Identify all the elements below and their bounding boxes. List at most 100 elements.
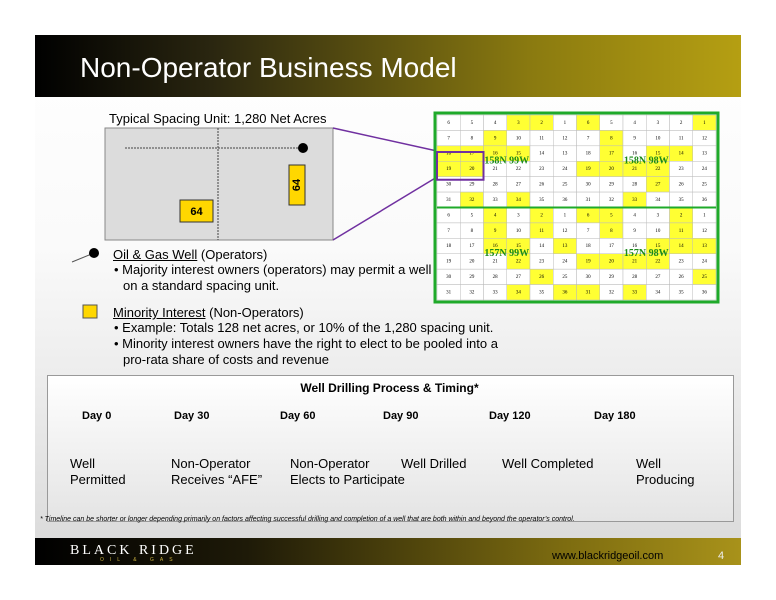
day-label: Day 180	[594, 410, 636, 422]
section-number: 3	[517, 213, 520, 218]
zoom-line	[332, 127, 438, 152]
section-number: 14	[539, 244, 545, 249]
section-number: 20	[469, 260, 475, 265]
section-number: 7	[587, 229, 590, 234]
section-number: 23	[679, 167, 685, 172]
stage-label: Well Completed	[502, 456, 594, 471]
section-cell	[692, 284, 717, 301]
section-number: 33	[632, 290, 638, 295]
section-number: 12	[562, 229, 568, 234]
section-number: 36	[562, 198, 568, 203]
township-label: 158N 98W	[624, 156, 669, 167]
legend-operators: Oil & Gas Well (Operators) Majority inte…	[113, 247, 433, 294]
stage-label: Well Drilled	[401, 456, 467, 471]
section-number: 22	[655, 260, 661, 265]
section-number: 21	[493, 167, 499, 172]
section-number: 6	[587, 213, 590, 218]
zoom-line	[332, 176, 438, 241]
section-number: 26	[539, 275, 545, 280]
bullet: Majority interest owners (operators) may…	[113, 262, 433, 294]
section-number: 28	[493, 275, 499, 280]
section-number: 17	[469, 244, 475, 249]
timeline-box	[47, 375, 734, 522]
minority-icon	[82, 304, 98, 319]
section-number: 16	[493, 152, 499, 157]
section-number: 7	[587, 136, 590, 141]
section-number: 6	[447, 213, 450, 218]
section-number: 14	[539, 152, 545, 157]
section-number: 25	[562, 275, 568, 280]
section-number: 30	[446, 275, 452, 280]
section-number: 2	[540, 121, 543, 126]
section-number: 4	[494, 213, 497, 218]
section-number: 36	[702, 290, 708, 295]
section-number: 5	[610, 121, 613, 126]
spacing-caption: Typical Spacing Unit: 1,280 Net Acres	[109, 111, 327, 126]
section-number: 8	[610, 136, 613, 141]
section-number: 31	[446, 290, 452, 295]
section-number: 27	[516, 275, 522, 280]
section-number: 16	[632, 244, 638, 249]
section-number: 8	[610, 229, 613, 234]
section-number: 1	[703, 121, 706, 126]
section-number: 31	[446, 198, 452, 203]
section-number: 22	[655, 167, 661, 172]
section-number: 27	[655, 275, 661, 280]
section-number: 14	[679, 152, 685, 157]
section-number: 11	[539, 229, 544, 234]
section-number: 35	[539, 198, 545, 203]
section-number: 24	[702, 260, 708, 265]
section-number: 21	[632, 260, 638, 265]
well-dot	[298, 143, 308, 153]
section-number: 10	[655, 229, 661, 234]
footnote: * Timeline can be shorter or longer depe…	[40, 516, 575, 523]
section-number: 33	[493, 198, 499, 203]
section-number: 1	[564, 213, 567, 218]
section-number: 19	[586, 167, 592, 172]
section-number: 31	[586, 198, 592, 203]
township-label: 157N 99W	[484, 248, 529, 259]
section-number: 29	[469, 275, 475, 280]
section-number: 24	[562, 260, 568, 265]
section-number: 35	[539, 290, 545, 295]
section-number: 10	[655, 136, 661, 141]
section-number: 32	[609, 290, 615, 295]
section-number: 25	[562, 183, 568, 188]
section-number: 15	[655, 152, 661, 157]
section-number: 17	[609, 244, 615, 249]
section-number: 7	[447, 229, 450, 234]
section-number: 9	[633, 136, 636, 141]
section-number: 32	[469, 198, 475, 203]
section-number: 18	[586, 244, 592, 249]
section-number: 14	[679, 244, 685, 249]
section-number: 34	[516, 290, 522, 295]
section-number: 2	[680, 213, 683, 218]
section-number: 13	[702, 244, 708, 249]
well-icon	[89, 248, 99, 258]
url: www.blackridgeoil.com	[552, 550, 664, 562]
section-number: 23	[679, 260, 685, 265]
section-number: 17	[469, 152, 475, 157]
section-number: 13	[562, 244, 568, 249]
section-number: 36	[562, 290, 568, 295]
section-number: 9	[633, 229, 636, 234]
section-number: 11	[539, 136, 544, 141]
section-number: 3	[657, 213, 660, 218]
brand: BLACK RIDGE	[70, 543, 197, 558]
section-number: 24	[702, 167, 708, 172]
section-number: 29	[469, 183, 475, 188]
section-number: 32	[469, 290, 475, 295]
section-number: 29	[609, 275, 615, 280]
section-number: 29	[609, 183, 615, 188]
section-number: 30	[446, 183, 452, 188]
section-number: 1	[564, 121, 567, 126]
township-label: 158N 99W	[484, 156, 529, 167]
section-number: 12	[702, 136, 708, 141]
section-number: 2	[680, 121, 683, 126]
section-number: 11	[679, 136, 684, 141]
unit-label: 64	[291, 178, 303, 191]
section-number: 6	[587, 121, 590, 126]
section-number: 20	[469, 167, 475, 172]
